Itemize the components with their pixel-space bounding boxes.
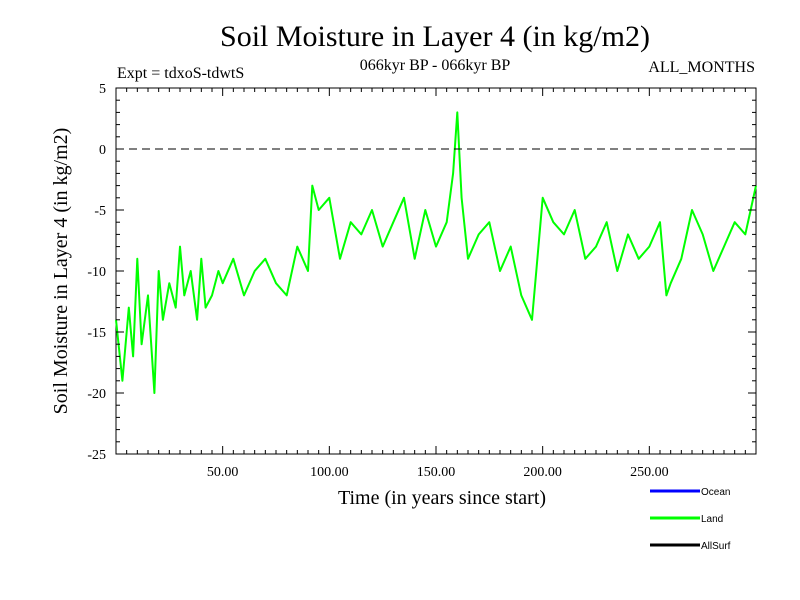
legend: Ocean Land AllSurf [650, 487, 731, 552]
legend-label-allsurf: AllSurf [701, 541, 731, 552]
y-tick-label: -10 [87, 265, 106, 280]
y-axis: 5 0 -5 -10 -15 -20 -25 [87, 82, 756, 463]
chart-subtitle-right: ALL_MONTHS [648, 59, 755, 76]
x-tick-label: 150.00 [417, 465, 456, 480]
series-line-land [115, 111, 757, 394]
y-tick-label: -20 [87, 387, 106, 402]
y-tick-label: -15 [87, 326, 106, 341]
chart-subtitle-left: Expt = tdxoS-tdwtS [117, 65, 244, 82]
legend-label-ocean: Ocean [701, 487, 730, 498]
x-axis: 50.00 100.00 150.00 200.00 250.00 [126, 88, 746, 480]
x-axis-label: Time (in years since start) [338, 487, 546, 509]
chart-title: Soil Moisture in Layer 4 (in kg/m2) [220, 20, 650, 53]
y-tick-label: -5 [94, 204, 106, 219]
y-tick-label: 5 [99, 82, 106, 97]
x-tick-label: 200.00 [523, 465, 562, 480]
plot-frame [115, 87, 757, 455]
y-tick-label: -25 [87, 448, 106, 463]
plot-area: 5 0 -5 -10 -15 -20 -25 50.00 100.00 150.00 200.00… [87, 82, 757, 480]
y-tick-label: 0 [99, 143, 106, 158]
x-tick-label: 250.00 [630, 465, 669, 480]
x-tick-label: 100.00 [310, 465, 349, 480]
series-layer [115, 111, 757, 394]
legend-label-land: Land [701, 514, 723, 525]
x-tick-label: 50.00 [207, 465, 239, 480]
chart-subtitle-center: 066kyr BP - 066kyr BP [360, 57, 511, 74]
y-axis-label: Soil Moisture in Layer 4 (in kg/m2) [50, 128, 72, 415]
